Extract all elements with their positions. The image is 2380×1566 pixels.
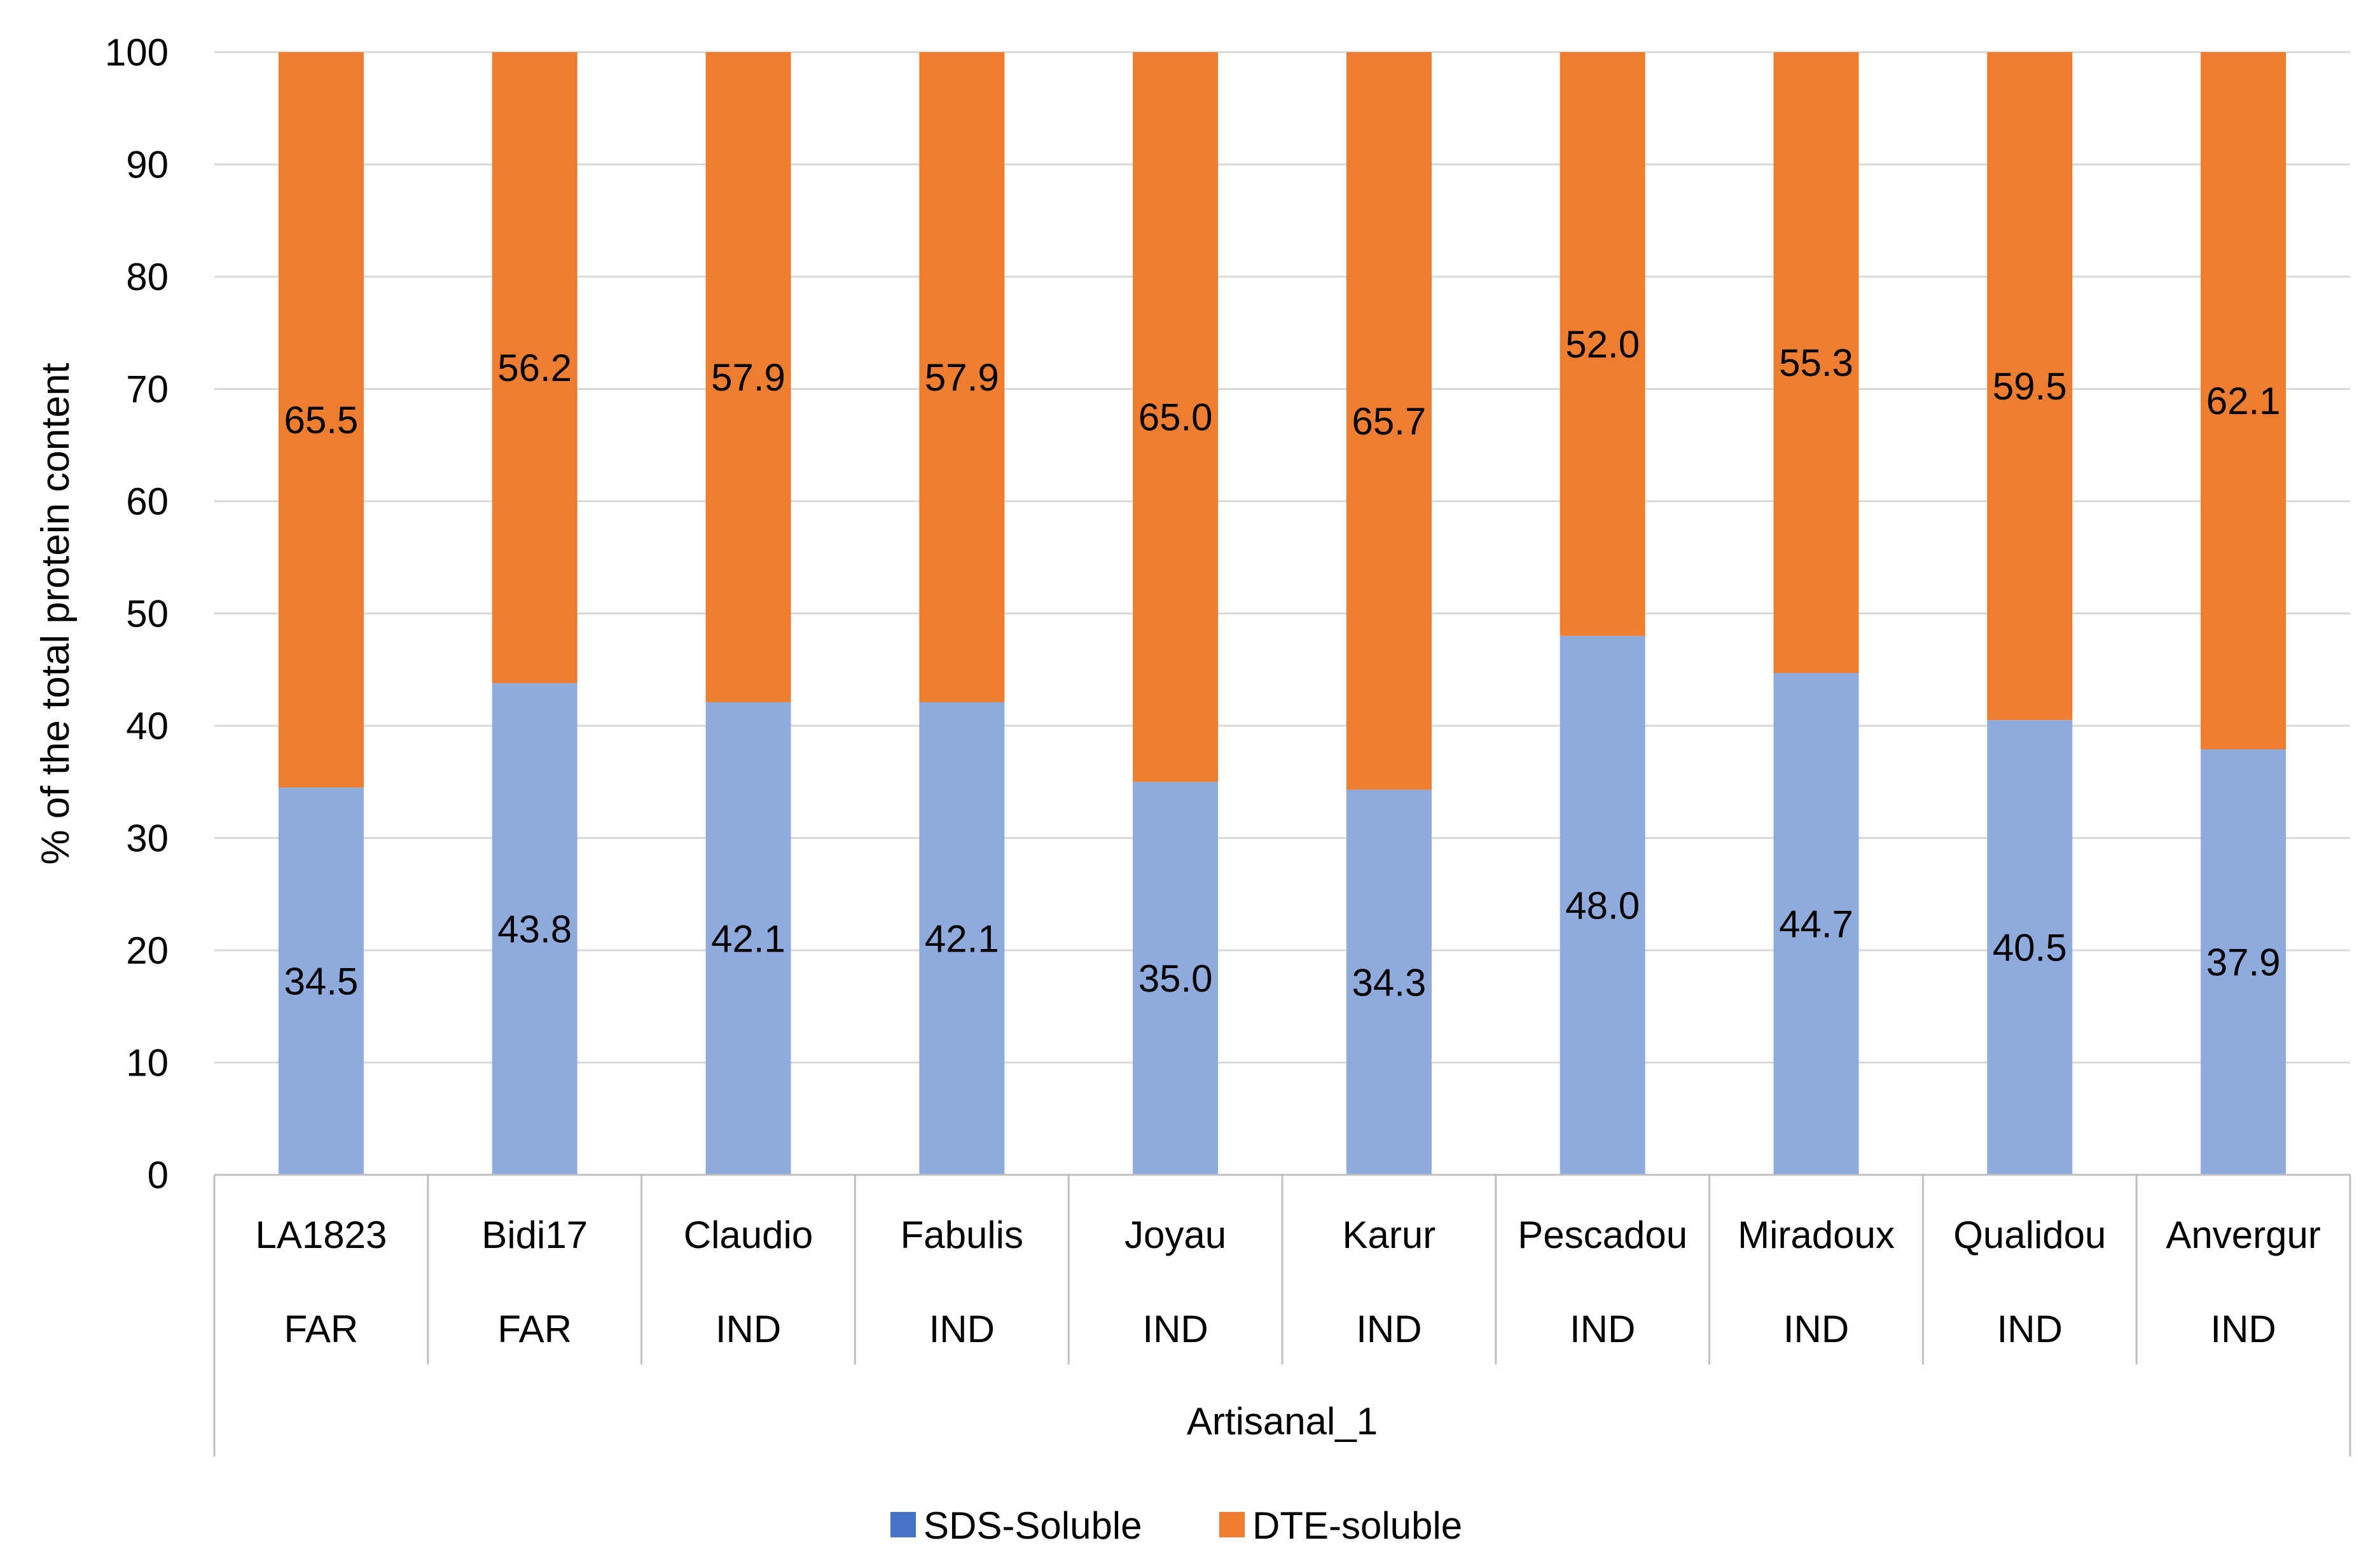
legend-label: SDS-Soluble [924,1504,1142,1547]
data-label: 34.5 [284,960,359,1003]
x-group-label: IND [716,1308,781,1350]
data-label: 57.9 [925,356,999,399]
x-category-label: Claudio [684,1214,813,1256]
bar-sds-soluble [1560,635,1645,1175]
y-tick-label: 50 [126,593,169,635]
bar-dte-soluble [919,52,1005,702]
bar-dte-soluble [278,52,364,788]
x-category-label: Miradoux [1738,1214,1895,1256]
legend: SDS-Soluble DTE-soluble [890,1504,1462,1547]
x-category-label: Bidi17 [481,1214,588,1256]
bar-dte-soluble [1987,52,2073,721]
y-tick-label: 40 [126,705,169,747]
bar-dte-soluble [1560,52,1645,636]
bar-sds-soluble [919,702,1005,1175]
bars [278,52,2287,1175]
bar-dte-soluble [1773,52,1859,674]
bar-sds-soluble [2201,749,2287,1175]
x-category-label: Anvergur [2166,1214,2320,1256]
x-group-label: FAR [284,1308,359,1350]
y-tick-label: 20 [126,929,169,972]
data-label: 62.1 [2206,380,2281,422]
y-tick-label: 60 [126,480,169,523]
data-label: 65.5 [284,399,359,441]
y-axis-title: % of the total protein content [34,363,78,864]
y-tick-label: 100 [105,31,169,74]
x-category-label: Joyau [1124,1214,1226,1256]
outer-group-label: Artisanal_1 [1187,1400,1378,1443]
legend-swatch [890,1512,916,1537]
data-label: 52.0 [1565,323,1640,366]
x-group-label: IND [1356,1308,1422,1350]
x-group-label: FAR [497,1308,572,1350]
x-category-label: Pescadou [1518,1214,1687,1256]
legend-label: DTE-soluble [1252,1504,1462,1547]
y-tick-label: 90 [126,144,169,186]
y-tick-label: 10 [126,1042,169,1084]
data-label: 48.0 [1565,884,1640,927]
x-group-label: IND [1142,1308,1208,1350]
data-label: 35.0 [1138,957,1213,1000]
bar-dte-soluble [1346,52,1432,790]
data-label: 43.8 [497,908,572,950]
x-category-label: Karur [1343,1214,1436,1256]
data-label: 57.9 [711,356,785,399]
bar-dte-soluble [2201,52,2287,750]
data-label: 65.0 [1138,396,1213,439]
data-label: 42.1 [925,917,999,960]
bar-sds-soluble [1346,789,1432,1175]
data-label: 65.7 [1352,400,1427,443]
bar-sds-soluble [1133,782,1219,1175]
bar-sds-soluble [278,787,364,1175]
data-label: 55.3 [1779,342,1853,384]
y-tick-label: 80 [126,256,169,298]
bar-dte-soluble [492,52,578,683]
data-label: 42.1 [711,917,785,960]
x-group-label: IND [1997,1308,2063,1350]
x-group-label: IND [929,1308,995,1350]
data-label: 56.2 [497,347,572,389]
bar-sds-soluble [1773,673,1859,1175]
bar-sds-soluble [705,702,791,1175]
y-tick-label: 30 [126,817,169,860]
bar-sds-soluble [1987,720,2073,1175]
x-group-label: IND [1570,1308,1635,1350]
x-category-label: Fabulis [901,1214,1023,1256]
y-tick-label: 0 [148,1154,169,1196]
data-label: 34.3 [1352,961,1427,1004]
y-tick-label: 70 [126,368,169,411]
data-label: 59.5 [1993,365,2067,408]
legend-swatch [1219,1512,1245,1537]
data-label: 44.7 [1779,903,1853,946]
bar-dte-soluble [705,52,791,702]
data-label: 40.5 [1993,927,2067,969]
data-label: 37.9 [2206,941,2281,984]
x-category-label: LA1823 [255,1214,387,1256]
x-group-label: IND [2210,1308,2276,1350]
bar-sds-soluble [492,683,578,1175]
axes: 0 10 20 30 40 50 60 70 80 90 100 LA1823 FAR Bidi17 FAR… [105,31,2351,1457]
x-group-label: IND [1783,1308,1849,1350]
bar-dte-soluble [1133,52,1219,782]
data-labels: 34.5 65.5 43.8 56.2 42.1 57.9 42.1 57.9 35.0 65.0… [284,323,2281,1004]
x-category-label: Qualidou [1953,1214,2106,1256]
